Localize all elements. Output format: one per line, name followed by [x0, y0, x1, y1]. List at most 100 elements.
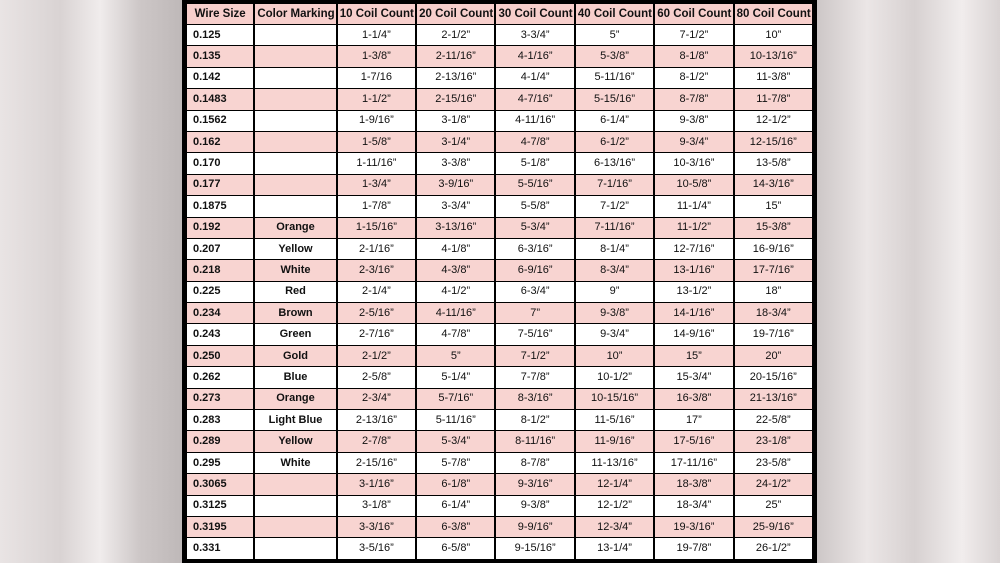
coil-80-cell: 21-13/16”	[734, 388, 812, 410]
table-row: 0.243 Green 2-7/16” 4-7/8” 7-5/16” 9-3/4” 14-9…	[187, 324, 812, 345]
coil-10-cell: 2-1/2”	[337, 345, 416, 367]
coil-10-cell: 2-3/4”	[337, 388, 416, 410]
coil-60-cell: 17-11/16”	[655, 452, 733, 474]
color-marking-cell	[255, 196, 336, 217]
color-marking-cell	[255, 67, 336, 89]
wire-size-cell: 0.289	[187, 431, 254, 452]
header-60-coil-count: 60 Coil Count	[655, 4, 733, 24]
coil-20-cell: 4-1/8”	[417, 238, 495, 260]
coil-10-cell: 1-1/2”	[337, 89, 416, 110]
coil-10-cell: 1-7/8”	[337, 196, 416, 217]
color-marking-cell	[255, 174, 336, 196]
coil-40-cell: 12-3/4”	[575, 516, 654, 538]
coil-30-cell: 6-3/4”	[496, 281, 574, 303]
coil-10-cell: 2-1/16”	[337, 238, 416, 260]
coil-80-cell: 10-13/16”	[734, 46, 812, 67]
coil-60-cell: 15-3/4”	[655, 367, 733, 388]
coil-30-cell: 8-3/16”	[496, 388, 574, 410]
coil-30-cell: 7-1/2”	[496, 345, 574, 367]
coil-20-cell: 4-7/8”	[417, 324, 495, 345]
coil-10-cell: 1-5/8”	[337, 131, 416, 153]
coil-30-cell: 6-3/16”	[496, 238, 574, 260]
table-row: 0.162 1-5/8” 3-1/4” 4-7/8” 6-1/2” 9-3/4” 12-15…	[187, 131, 812, 153]
coil-40-cell: 9-3/8”	[575, 303, 654, 324]
wire-size-cell: 0.142	[187, 67, 254, 89]
coil-60-cell: 19-3/16”	[655, 516, 733, 538]
coil-count-table: Wire Size Color Marking 10 Coil Count 20…	[185, 3, 814, 560]
coil-40-cell: 6-1/4”	[575, 110, 654, 131]
coil-10-cell: 1-11/16”	[337, 153, 416, 174]
coil-60-cell: 10-5/8”	[655, 174, 733, 196]
coil-40-cell: 13-1/4”	[575, 538, 654, 559]
table-row: 0.234 Brown 2-5/16” 4-11/16” 7” 9-3/8” 14-1/16…	[187, 303, 812, 324]
coil-60-cell: 17-5/16”	[655, 431, 733, 452]
coil-30-cell: 6-9/16”	[496, 260, 574, 281]
coil-40-cell: 10-15/16”	[575, 388, 654, 410]
header-wire-size: Wire Size	[187, 4, 254, 24]
coil-60-cell: 17”	[655, 410, 733, 431]
wire-size-cell: 0.162	[187, 131, 254, 153]
coil-40-cell: 11-5/16”	[575, 410, 654, 431]
color-marking-cell	[255, 89, 336, 110]
coil-80-cell: 15”	[734, 196, 812, 217]
table-row: 0.177 1-3/4” 3-9/16” 5-5/16” 7-1/16” 10-5/8” 1…	[187, 174, 812, 196]
coil-40-cell: 12-1/2”	[575, 495, 654, 516]
coil-60-cell: 11-1/4”	[655, 196, 733, 217]
color-marking-cell	[255, 25, 336, 46]
coil-80-cell: 20-15/16”	[734, 367, 812, 388]
wire-size-cell: 0.218	[187, 260, 254, 281]
coil-30-cell: 4-7/16”	[496, 89, 574, 110]
wire-size-cell: 0.283	[187, 410, 254, 431]
coil-30-cell: 5-5/8”	[496, 196, 574, 217]
coil-40-cell: 9”	[575, 281, 654, 303]
coil-40-cell: 5-11/16”	[575, 67, 654, 89]
coil-80-cell: 16-9/16”	[734, 238, 812, 260]
coil-80-cell: 12-1/2”	[734, 110, 812, 131]
coil-60-cell: 16-3/8”	[655, 388, 733, 410]
wire-size-cell: 0.1875	[187, 196, 254, 217]
coil-20-cell: 2-13/16”	[417, 67, 495, 89]
table-row: 0.283 Light Blue 2-13/16” 5-11/16” 8-1/2” 11-…	[187, 410, 812, 431]
header-80-coil-count: 80 Coil Count	[734, 4, 812, 24]
coil-60-cell: 8-7/8”	[655, 89, 733, 110]
table-row: 0.1875 1-7/8” 3-3/4” 5-5/8” 7-1/2” 11-1/4” 15”	[187, 196, 812, 217]
coil-40-cell: 8-1/4”	[575, 238, 654, 260]
coil-40-cell: 7-1/2”	[575, 196, 654, 217]
coil-30-cell: 5-5/16”	[496, 174, 574, 196]
coil-80-cell: 22-5/8”	[734, 410, 812, 431]
coil-10-cell: 2-15/16”	[337, 452, 416, 474]
coil-20-cell: 6-1/4”	[417, 495, 495, 516]
coil-80-cell: 18”	[734, 281, 812, 303]
coil-60-cell: 13-1/2”	[655, 281, 733, 303]
coil-40-cell: 11-13/16”	[575, 452, 654, 474]
coil-60-cell: 18-3/8”	[655, 474, 733, 495]
coil-30-cell: 4-1/16”	[496, 46, 574, 67]
header-40-coil-count: 40 Coil Count	[575, 4, 654, 24]
coil-10-cell: 1-7/16	[337, 67, 416, 89]
wire-size-cell: 0.262	[187, 367, 254, 388]
coil-60-cell: 11-1/2”	[655, 217, 733, 238]
coil-20-cell: 4-3/8”	[417, 260, 495, 281]
coil-count-chart: Wire Size Color Marking 10 Coil Count 20…	[182, 0, 817, 563]
coil-10-cell: 3-3/16”	[337, 516, 416, 538]
color-marking-cell: Green	[255, 324, 336, 345]
wire-size-cell: 0.192	[187, 217, 254, 238]
coil-60-cell: 8-1/8”	[655, 46, 733, 67]
coil-60-cell: 14-9/16”	[655, 324, 733, 345]
table-row: 0.225 Red 2-1/4” 4-1/2” 6-3/4” 9” 13-1/2” 18”	[187, 281, 812, 303]
coil-60-cell: 18-3/4”	[655, 495, 733, 516]
wire-size-cell: 0.225	[187, 281, 254, 303]
coil-10-cell: 2-7/16”	[337, 324, 416, 345]
coil-40-cell: 5-3/8”	[575, 46, 654, 67]
color-marking-cell	[255, 474, 336, 495]
coil-20-cell: 3-3/8”	[417, 153, 495, 174]
coil-80-cell: 26-1/2”	[734, 538, 812, 559]
coil-40-cell: 10-1/2”	[575, 367, 654, 388]
wire-size-cell: 0.1562	[187, 110, 254, 131]
coil-20-cell: 6-3/8”	[417, 516, 495, 538]
table-body: 0.125 1-1/4” 2-1/2” 3-3/4” 5” 7-1/2” 10” 0.135 1…	[187, 25, 812, 559]
table-row: 0.142 1-7/16 2-13/16” 4-1/4” 5-11/16” 8-1/2” 1…	[187, 67, 812, 89]
wire-size-cell: 0.3065	[187, 474, 254, 495]
coil-80-cell: 17-7/16”	[734, 260, 812, 281]
coil-30-cell: 7-7/8”	[496, 367, 574, 388]
